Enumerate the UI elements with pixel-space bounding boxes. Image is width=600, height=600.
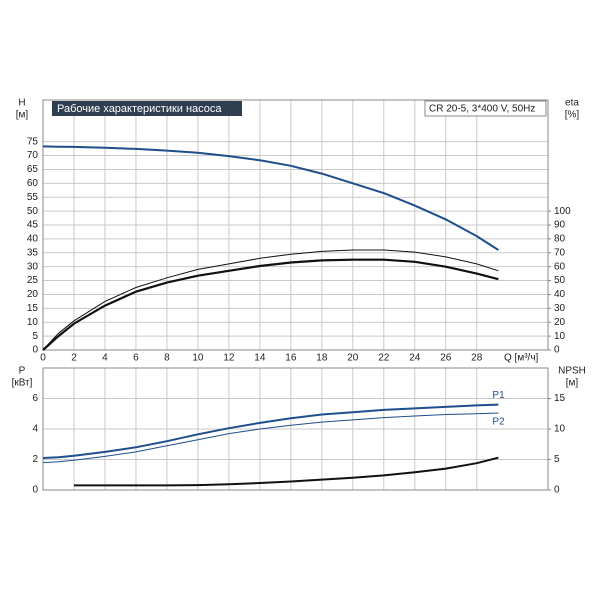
y-tick-label: 10	[27, 317, 39, 328]
x-tick-label: 18	[316, 353, 328, 364]
x-tick-label: 6	[133, 353, 139, 364]
y-tick-label: 0	[32, 485, 38, 496]
y-axis-unit: [м]	[16, 110, 29, 121]
x-tick-label: 26	[440, 353, 452, 364]
y2-tick-label: 90	[554, 220, 566, 231]
y-tick-label: 60	[27, 178, 39, 189]
title-box	[52, 101, 242, 116]
y2-tick-label: 30	[554, 303, 566, 314]
y-tick-label: 4	[32, 424, 38, 435]
data-line	[42, 258, 499, 351]
data-line	[74, 456, 499, 487]
x-tick-label: 0	[40, 353, 46, 364]
y2-tick-label: 10	[554, 424, 566, 435]
x-tick-label: 12	[223, 353, 235, 364]
y-tick-label: 15	[27, 303, 39, 314]
y2-tick-label: 5	[554, 454, 560, 465]
x-tick-label: 14	[254, 353, 266, 364]
y-tick-label: 55	[27, 192, 39, 203]
y-tick-label: 2	[32, 454, 38, 465]
subtitle-box	[424, 100, 547, 117]
data-line	[42, 412, 499, 464]
x-tick-label: 16	[285, 353, 297, 364]
y2-axis-label: eta	[565, 98, 579, 109]
y2-tick-label: 50	[554, 275, 566, 286]
y-tick-label: 50	[27, 206, 39, 217]
y-tick-label: 40	[27, 234, 39, 245]
y2-axis-unit: [м]	[566, 378, 579, 389]
y2-tick-label: 70	[554, 247, 566, 258]
y2-axis-label: NPSH	[558, 366, 586, 377]
x-tick-label: 24	[409, 353, 421, 364]
x-tick-label: 10	[192, 353, 204, 364]
y-axis-label: H	[18, 98, 25, 109]
y-tick-label: 35	[27, 247, 39, 258]
plot-frame	[42, 367, 549, 491]
y2-tick-label: 15	[554, 393, 566, 404]
chart-title: Рабочие характеристики насоса	[57, 103, 222, 115]
y2-tick-label: 20	[554, 317, 566, 328]
y-tick-label: 75	[27, 136, 39, 147]
series-label: P2	[492, 417, 505, 428]
y-tick-label: 30	[27, 261, 39, 272]
y-tick-label: 0	[32, 345, 38, 356]
y2-tick-label: 60	[554, 261, 566, 272]
y-axis-unit: [кВт]	[12, 378, 33, 389]
x-tick-label: 8	[164, 353, 170, 364]
series-label: P1	[492, 390, 505, 401]
x-axis-label: Q [м³/ч]	[504, 353, 539, 364]
y-tick-label: 6	[32, 393, 38, 404]
x-tick-label: 22	[378, 353, 390, 364]
y-axis-label: P	[19, 366, 26, 377]
chart-subtitle: CR 20-5, 3*400 V, 50Hz	[429, 104, 535, 115]
x-tick-label: 4	[102, 353, 108, 364]
y2-axis-unit: [%]	[565, 110, 580, 121]
y2-tick-label: 40	[554, 289, 566, 300]
x-tick-label: 2	[71, 353, 77, 364]
y-tick-label: 65	[27, 164, 39, 175]
y-tick-label: 25	[27, 275, 39, 286]
y2-tick-label: 80	[554, 234, 566, 245]
y-tick-label: 70	[27, 150, 39, 161]
x-tick-label: 28	[471, 353, 483, 364]
y-tick-label: 5	[32, 331, 38, 342]
data-line	[42, 249, 499, 351]
data-line	[42, 145, 499, 251]
y2-tick-label: 0	[554, 345, 560, 356]
data-line	[42, 403, 499, 459]
y-tick-label: 45	[27, 220, 39, 231]
y2-tick-label: 0	[554, 485, 560, 496]
y-tick-label: 20	[27, 289, 39, 300]
plot-frame	[42, 99, 549, 351]
y2-tick-label: 10	[554, 331, 566, 342]
x-tick-label: 20	[347, 353, 359, 364]
y2-tick-label: 100	[554, 206, 571, 217]
